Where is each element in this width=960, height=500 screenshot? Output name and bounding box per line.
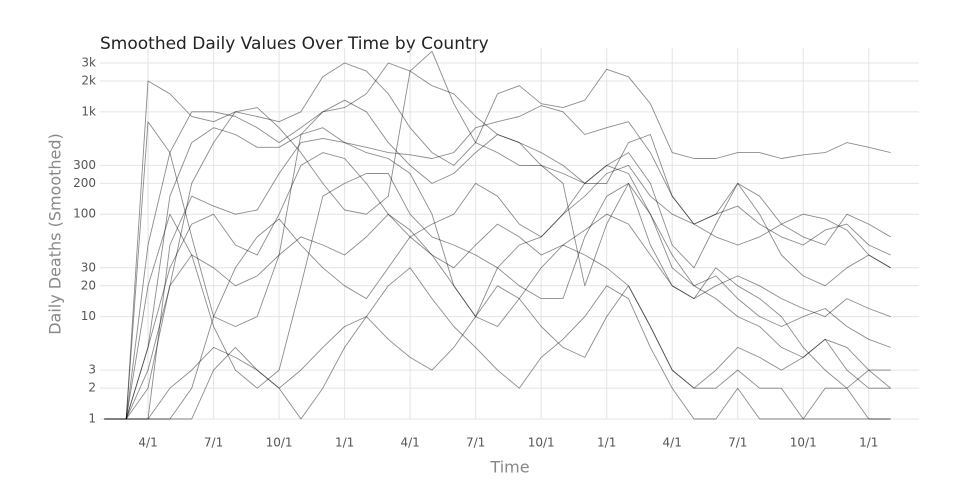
- chart-title: Smoothed Daily Values Over Time by Count…: [100, 34, 489, 54]
- x-tick-label: 4/1: [663, 436, 682, 450]
- y-tick-label: 2k: [81, 73, 96, 87]
- x-tick-label: 1/1: [597, 436, 616, 450]
- y-tick-label: 3: [88, 363, 96, 377]
- series-line: [104, 152, 891, 420]
- series-line: [104, 213, 891, 420]
- y-tick-label: 300: [73, 158, 96, 172]
- y-tick-label: 3k: [81, 55, 96, 69]
- series-line: [104, 62, 891, 420]
- x-tick-label: 10/1: [266, 436, 293, 450]
- series-line: [104, 50, 891, 420]
- y-tick-label: 200: [73, 176, 96, 190]
- series-line: [104, 99, 891, 420]
- y-tick-label: 10: [81, 309, 96, 323]
- series-line: [104, 121, 891, 420]
- x-tick-label: 7/1: [466, 436, 485, 450]
- x-axis-title: Time: [489, 458, 529, 477]
- y-tick-label: 100: [73, 207, 96, 221]
- x-tick-label: 4/1: [138, 436, 157, 450]
- x-tick-label: 7/1: [728, 436, 747, 450]
- y-axis-title: Daily Deaths (Smoothed): [46, 133, 65, 335]
- y-tick-label: 1k: [81, 104, 96, 118]
- x-tick-label: 7/1: [204, 436, 223, 450]
- y-tick-label: 1: [88, 412, 96, 426]
- series-line: [104, 173, 891, 420]
- y-tick-label: 2: [88, 381, 96, 395]
- series-line: [104, 285, 891, 420]
- series-line: [104, 267, 891, 420]
- y-tick-label: 20: [81, 278, 96, 292]
- x-tick-label: 4/1: [400, 436, 419, 450]
- x-tick-label: 10/1: [790, 436, 817, 450]
- series-line: [104, 62, 891, 420]
- x-tick-label: 1/1: [859, 436, 878, 450]
- y-tick-label: 30: [81, 260, 96, 274]
- series-line: [104, 218, 891, 420]
- x-tick-label: 1/1: [335, 436, 354, 450]
- x-tick-label: 10/1: [528, 436, 555, 450]
- series-line: [104, 105, 891, 420]
